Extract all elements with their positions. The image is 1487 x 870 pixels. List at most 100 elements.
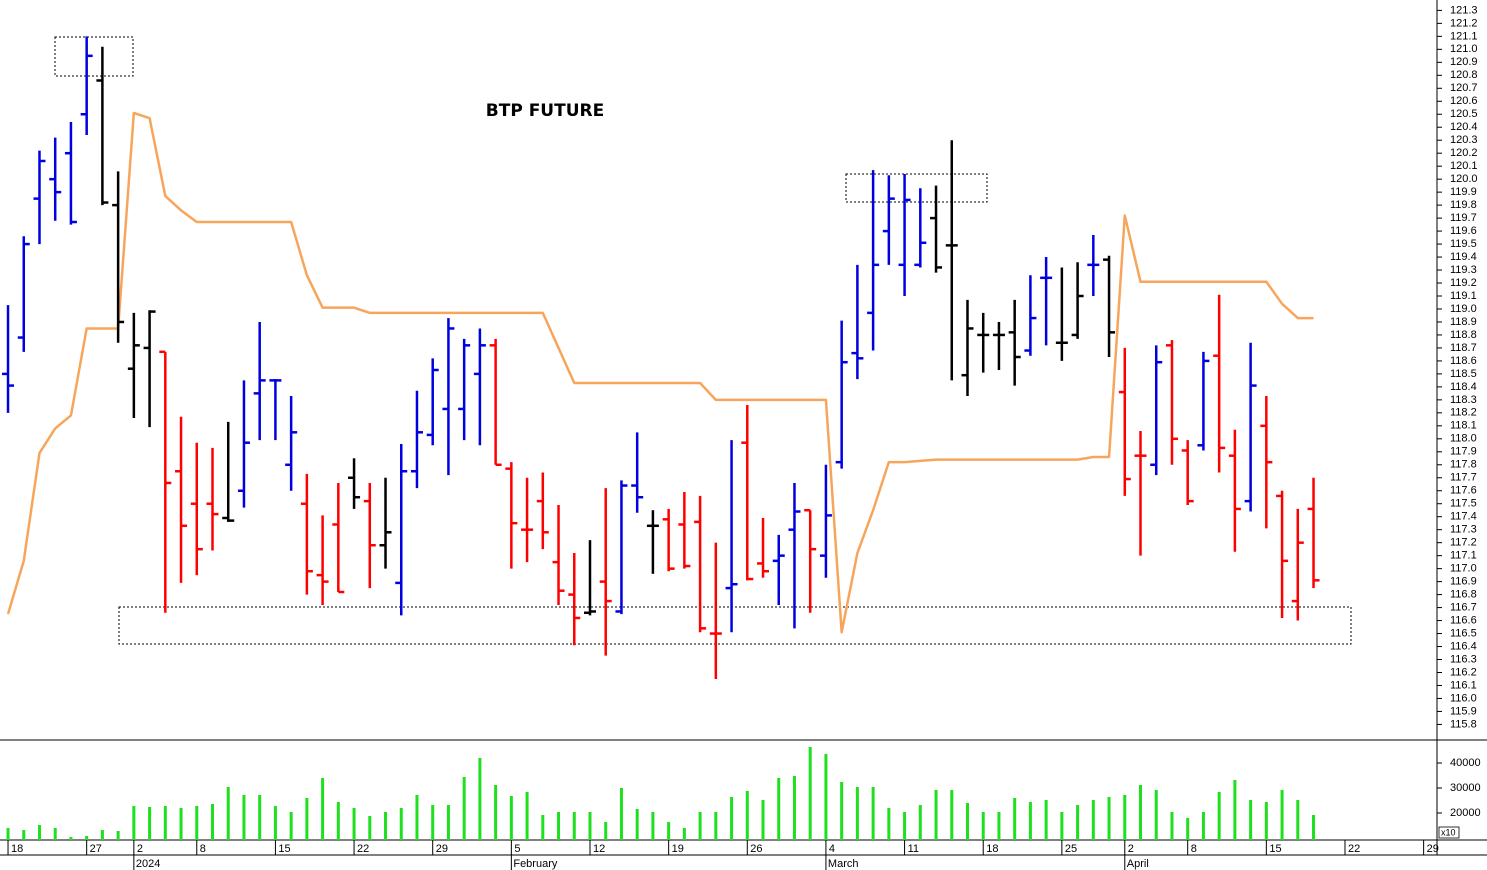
volume-bar	[855, 787, 859, 840]
volume-bar	[918, 805, 922, 840]
volume-bar	[100, 830, 104, 840]
y-tick-label: 121.0	[1450, 43, 1478, 55]
volume-bar	[1028, 802, 1032, 840]
volume-bar	[1217, 792, 1221, 840]
x-tick-label: 15	[278, 843, 290, 855]
y-tick-label: 116.4	[1450, 640, 1477, 652]
volume-bar	[981, 812, 985, 840]
x-tick-label: 18	[986, 843, 998, 855]
volume-bar	[1201, 812, 1205, 840]
volume-bar	[37, 825, 41, 840]
annotation-box	[118, 606, 1352, 645]
y-tick-label: 117.3	[1450, 524, 1477, 536]
y-tick-label: 118.3	[1450, 394, 1477, 406]
volume-bar	[179, 808, 183, 840]
volume-bar	[950, 790, 954, 840]
volume-bar	[619, 788, 623, 840]
volume-bar	[1013, 798, 1017, 840]
volume-bar	[116, 831, 120, 840]
y-tick-label: 115.8	[1450, 718, 1477, 730]
y-tick-label: 120.6	[1450, 95, 1478, 107]
x-tick-label: 15	[1269, 843, 1281, 855]
volume-bar	[6, 828, 10, 840]
volume-bar	[808, 747, 812, 840]
y-tick-label: 118.8	[1450, 329, 1477, 341]
volume-bar	[494, 785, 498, 840]
volume-bar	[682, 828, 686, 840]
volume-bar	[53, 828, 57, 840]
month-label: February	[513, 858, 558, 870]
volume-bar	[226, 787, 230, 840]
volume-bar	[761, 800, 765, 840]
x-tick-label: 2	[137, 843, 143, 855]
y-tick-label: 117.8	[1450, 459, 1477, 471]
volume-bar	[730, 797, 734, 840]
x-tick-label: 25	[1065, 843, 1077, 855]
volume-bar	[415, 795, 419, 840]
volume-bar	[1091, 800, 1095, 840]
volume-bar	[1107, 797, 1111, 840]
x-tick-label: 19	[672, 843, 684, 855]
y-tick-label: 120.5	[1450, 108, 1478, 120]
y-tick-label: 117.5	[1450, 498, 1477, 510]
y-tick-label: 118.2	[1450, 407, 1477, 419]
volume-bar	[840, 782, 844, 840]
volume-bar	[1249, 800, 1253, 840]
y-tick-label: 117.1	[1450, 550, 1477, 562]
volume-bar	[132, 806, 136, 840]
x-tick-label: 4	[829, 843, 835, 855]
x-tick-label: 29	[436, 843, 448, 855]
volume-bar	[1264, 802, 1268, 840]
x-tick-label: 27	[90, 843, 102, 855]
y-tick-label: 117.2	[1450, 537, 1477, 549]
x-tick-label: 29	[1427, 843, 1439, 855]
volume-bar	[368, 816, 372, 840]
y-tick-label: 118.0	[1450, 433, 1477, 445]
volume-bar	[604, 822, 608, 840]
y-tick-label: 120.3	[1450, 134, 1478, 146]
y-tick-label: 119.8	[1450, 199, 1477, 211]
y-tick-label: 117.0	[1450, 563, 1477, 575]
y-tick-label: 40000	[1450, 757, 1481, 769]
y-tick-label: 116.1	[1450, 679, 1477, 691]
volume-bar	[305, 798, 309, 840]
unit-box	[1438, 826, 1460, 839]
volume-bar	[667, 822, 671, 840]
y-tick-label: 121.3	[1450, 4, 1478, 16]
month-label: March	[828, 858, 859, 870]
volume-bar	[792, 776, 796, 840]
volume-bar	[258, 795, 262, 840]
y-tick-label: 120.4	[1450, 121, 1478, 133]
y-tick-label: 119.9	[1450, 186, 1477, 198]
y-tick-label: 119.3	[1450, 264, 1477, 276]
y-tick-label: 120.2	[1450, 147, 1478, 159]
y-tick-label: 30000	[1450, 782, 1481, 794]
volume-bar	[934, 790, 938, 840]
volume-bar	[997, 812, 1001, 840]
x-tick-label: 2	[1128, 843, 1134, 855]
volume-bar	[399, 808, 403, 840]
x-tick-label: 11	[908, 843, 919, 855]
volume-bar	[446, 805, 450, 840]
x-tick-label: 18	[11, 843, 23, 855]
x-tick-label: 8	[200, 843, 206, 855]
x-tick-label: 22	[1348, 843, 1360, 855]
x-tick-label: 22	[357, 843, 369, 855]
volume-bar	[903, 812, 907, 840]
volume-bar	[1280, 790, 1284, 840]
volume-bar	[195, 806, 199, 840]
annotation-box	[845, 173, 988, 203]
volume-bar	[651, 812, 655, 840]
y-tick-label: 121.1	[1450, 30, 1478, 42]
volume-bar	[588, 812, 592, 840]
volume-bar	[242, 795, 246, 840]
volume-bar	[321, 778, 325, 840]
volume-bar	[1060, 812, 1064, 840]
volume-bar	[887, 808, 891, 840]
y-tick-label: 119.0	[1450, 303, 1477, 315]
y-tick-label: 118.5	[1450, 368, 1477, 380]
volume-bar	[148, 807, 152, 840]
y-tick-label: 120.7	[1450, 82, 1478, 94]
